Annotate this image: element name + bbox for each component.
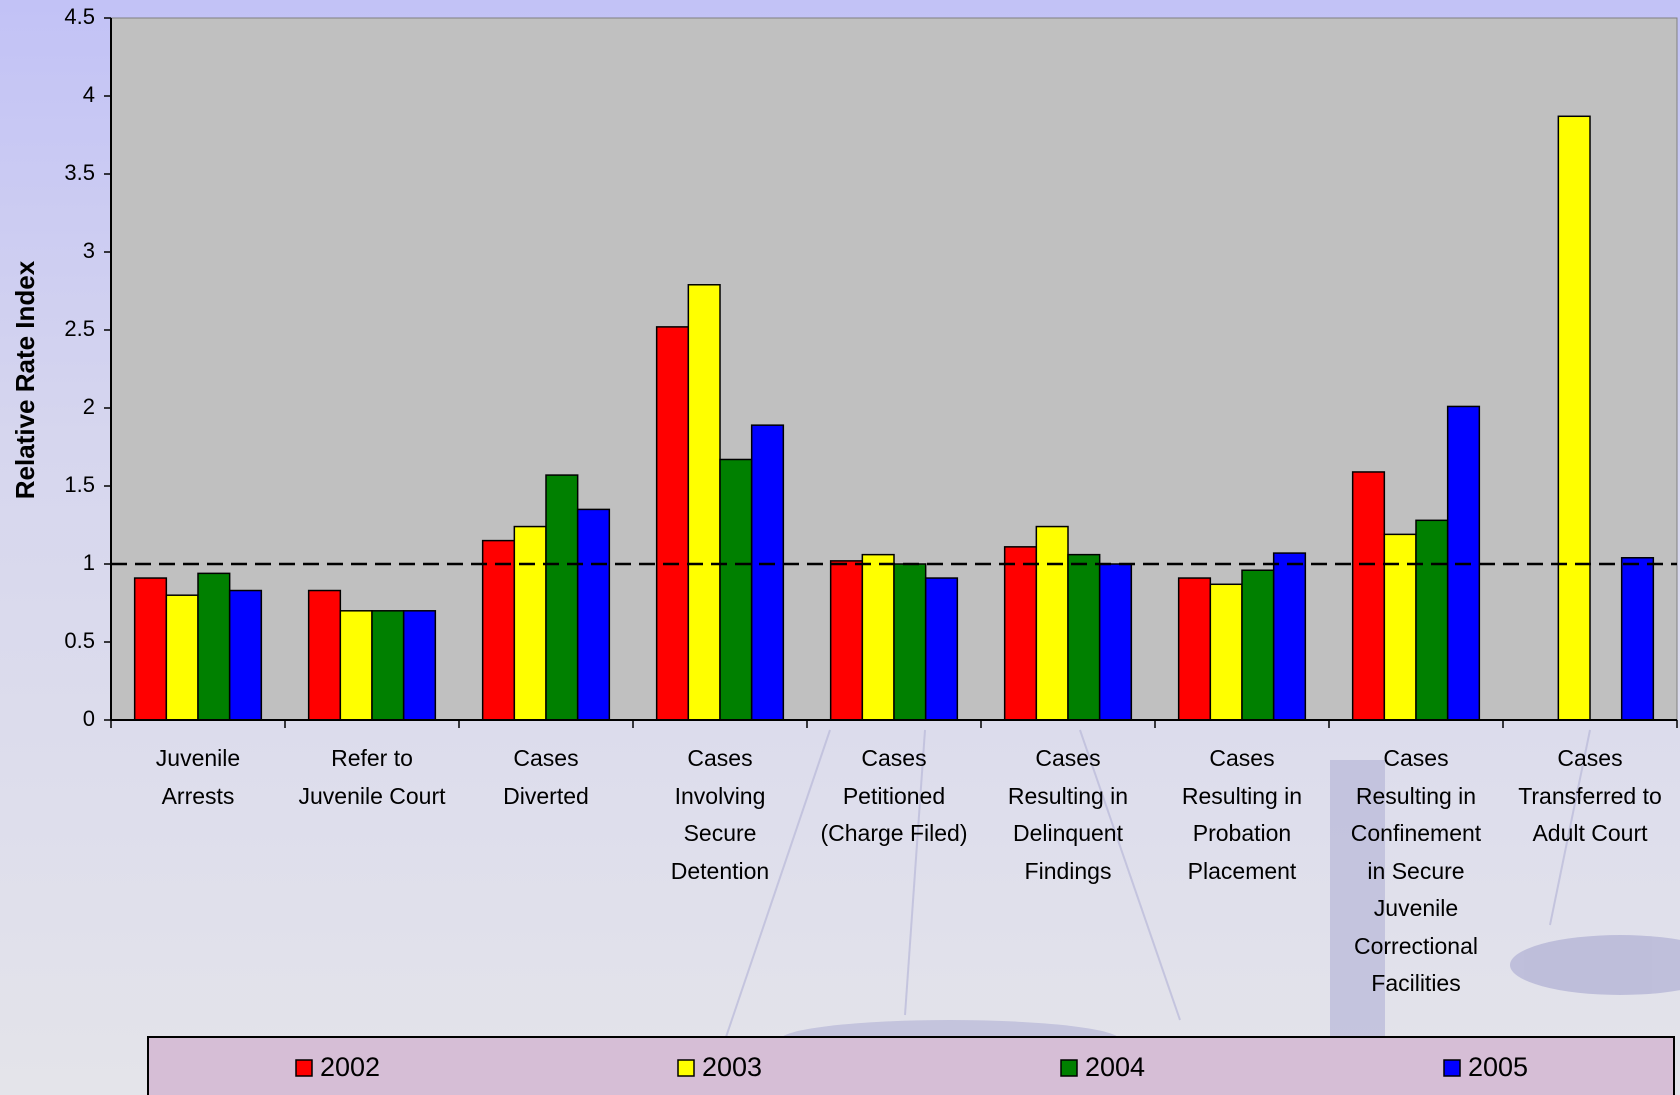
legend-box [147, 1036, 1675, 1095]
legend-label: 2002 [320, 1052, 380, 1082]
bar [1351, 471, 1386, 721]
bar [893, 563, 927, 721]
x-tick-label: Cases Resulting in Probation Placement [1181, 745, 1303, 884]
legend-label: 2003 [702, 1052, 762, 1082]
bar [371, 610, 405, 721]
x-tick-label: Cases Diverted [503, 745, 589, 809]
bar [1067, 553, 1101, 721]
x-tick-label: Cases Resulting in Confinement in Secure… [1350, 745, 1482, 996]
bar [687, 284, 721, 721]
x-tick-label: Refer to Juvenile Court [298, 745, 446, 809]
bar [1620, 557, 1655, 721]
bar [197, 572, 231, 721]
legend-swatch [1443, 1059, 1461, 1077]
bar [339, 610, 373, 721]
bar [481, 539, 516, 721]
y-axis-title: Relative Rate Index [10, 260, 40, 499]
bar [1241, 569, 1275, 721]
y-tick-label: 1 [83, 550, 95, 575]
legend-label: 2004 [1085, 1052, 1145, 1082]
bar [1557, 115, 1591, 721]
bar [165, 594, 199, 721]
x-tick-label: Cases Petitioned (Charge Filed) [820, 745, 968, 846]
bar [1003, 546, 1038, 721]
bar [1383, 533, 1417, 721]
x-tick-label: Cases Involving Secure Detention [670, 745, 770, 884]
bar [1415, 519, 1449, 721]
legend-swatch [677, 1059, 695, 1077]
bar [1177, 577, 1212, 721]
bar [307, 589, 342, 721]
y-tick-label: 0 [83, 706, 95, 731]
bar [750, 424, 785, 721]
bar [133, 577, 168, 721]
y-tick-label: 4.5 [64, 4, 95, 29]
bar [655, 326, 690, 721]
bar [576, 508, 611, 721]
x-tick-label: Juvenile Arrests [155, 745, 241, 809]
bar [545, 474, 579, 721]
y-tick-label: 2 [83, 394, 95, 419]
legend-label: 2005 [1468, 1052, 1528, 1082]
y-tick-label: 2.5 [64, 316, 95, 341]
y-tick-label: 4 [83, 82, 95, 107]
legend-swatch [295, 1059, 313, 1077]
bar [513, 525, 547, 721]
bar [861, 553, 895, 721]
legend-swatch [1060, 1059, 1078, 1077]
bar [719, 458, 753, 721]
y-tick-label: 3 [83, 238, 95, 263]
y-tick-label: 3.5 [64, 160, 95, 185]
x-tick-label: Cases Transferred to Adult Court [1518, 745, 1662, 846]
bar [1272, 552, 1307, 721]
y-tick-label: 0.5 [64, 628, 95, 653]
bar [1209, 583, 1243, 721]
bar [924, 577, 959, 721]
bar [402, 610, 437, 721]
bar [228, 589, 263, 721]
x-tick-label: Cases Resulting in Delinquent Findings [1007, 745, 1129, 884]
y-tick-label: 1.5 [64, 472, 95, 497]
bar [829, 560, 864, 721]
bar [1035, 525, 1069, 721]
bar [1098, 563, 1133, 721]
